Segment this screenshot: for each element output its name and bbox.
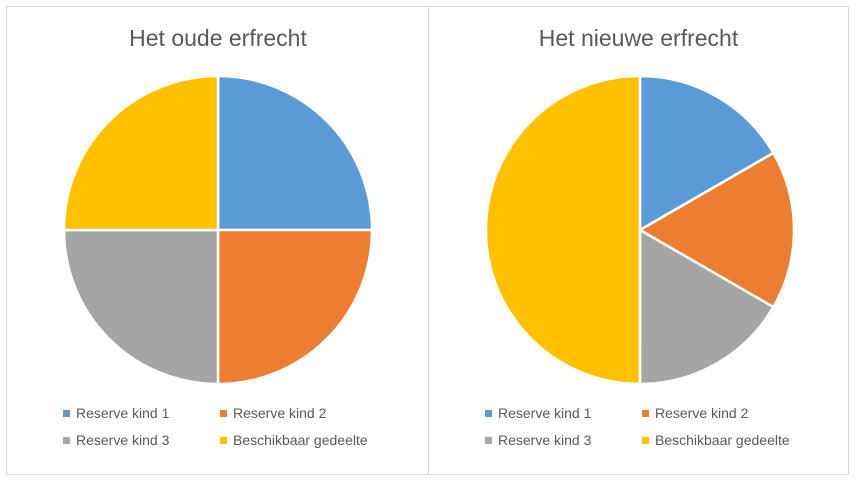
legend-swatch	[63, 437, 70, 444]
legend-item: Beschikbaar gedeelte	[642, 432, 790, 448]
chart-panel-old: Het oude erfrecht Reserve kind 1 Reserve …	[6, 6, 430, 475]
legend-label: Reserve kind 3	[498, 432, 592, 448]
legend-label: Beschikbaar gedeelte	[655, 432, 790, 448]
pie-slice-reserve-kind-1	[216, 74, 374, 232]
chart-title: Het oude erfrecht	[129, 25, 307, 51]
legend-swatch	[220, 410, 227, 417]
pie-slice-reserve-kind-1	[638, 74, 775, 232]
chart-title: Het nieuwe erfrecht	[538, 25, 739, 51]
pie-slice-beschikbaar-gedeelte	[484, 74, 642, 386]
legend-item: Reserve kind 2	[220, 405, 326, 421]
legend-label: Reserve kind 2	[233, 405, 327, 421]
pie-slice-reserve-kind-3	[62, 228, 220, 386]
pie-slice-reserve-kind-3	[638, 228, 775, 386]
pie-slice-reserve-kind-2	[216, 228, 374, 386]
legend-swatch	[642, 410, 649, 417]
legend-swatch	[485, 410, 492, 417]
legend-item: Reserve kind 2	[642, 405, 748, 421]
legend-swatch	[485, 437, 492, 444]
legend-label: Reserve kind 2	[655, 405, 749, 421]
legend-label: Beschikbaar gedeelte	[233, 432, 368, 448]
pie-chart-new	[484, 74, 796, 386]
chart-panel-new: Het nieuwe erfrecht Reserve kind 1 Reserv…	[428, 6, 849, 475]
legend-swatch	[63, 410, 70, 417]
legend-swatch	[220, 437, 227, 444]
pie-slice-beschikbaar-gedeelte	[62, 74, 220, 232]
legend-item: Reserve kind 3	[63, 432, 169, 448]
legend-item: Beschikbaar gedeelte	[220, 432, 368, 448]
legend-label: Reserve kind 1	[76, 405, 170, 421]
legend-item: Reserve kind 1	[63, 405, 169, 421]
pie-slice-reserve-kind-2	[638, 151, 796, 309]
legend-item: Reserve kind 3	[485, 432, 591, 448]
legend-label: Reserve kind 3	[76, 432, 170, 448]
legend-item: Reserve kind 1	[485, 405, 591, 421]
legend-label: Reserve kind 1	[498, 405, 592, 421]
legend-swatch	[642, 437, 649, 444]
pie-chart-old	[62, 74, 374, 386]
